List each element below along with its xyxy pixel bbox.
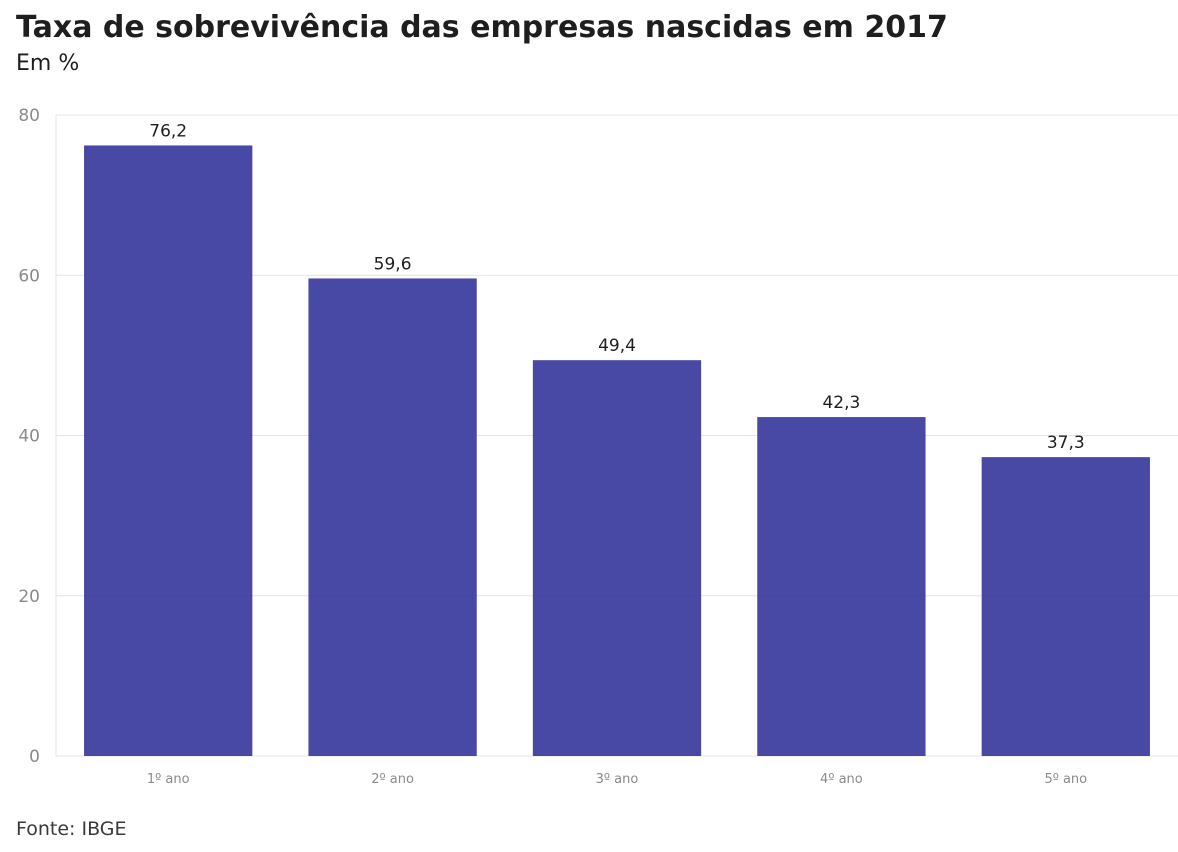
chart-title: Taxa de sobrevivência das empresas nasci… bbox=[16, 10, 948, 45]
y-tick-label: 80 bbox=[18, 106, 40, 126]
x-tick-label: 4º ano bbox=[820, 772, 863, 787]
data-label: 59,6 bbox=[374, 254, 412, 274]
y-tick-label: 60 bbox=[18, 266, 40, 286]
chart-source: Fonte: IBGE bbox=[16, 818, 127, 840]
x-axis-ticks: 1º ano 2º ano 3º ano 4º ano 5º ano bbox=[147, 772, 1087, 787]
data-label: 42,3 bbox=[822, 393, 860, 413]
bar bbox=[84, 145, 253, 756]
y-tick-label: 0 bbox=[29, 747, 40, 767]
bar bbox=[532, 360, 702, 756]
bar bbox=[308, 278, 477, 756]
y-axis-ticks: 0 20 40 60 80 bbox=[18, 106, 40, 767]
x-tick-label: 2º ano bbox=[371, 772, 414, 787]
bars bbox=[84, 145, 1150, 756]
data-label: 37,3 bbox=[1047, 433, 1085, 453]
x-tick-label: 5º ano bbox=[1044, 772, 1087, 787]
x-tick-label: 1º ano bbox=[147, 772, 190, 787]
x-tick-label: 3º ano bbox=[596, 772, 639, 787]
data-labels: 76,2 59,6 49,4 42,3 37,3 bbox=[149, 121, 1084, 453]
y-tick-label: 40 bbox=[18, 427, 40, 447]
data-label: 49,4 bbox=[598, 336, 636, 356]
bar bbox=[981, 457, 1150, 756]
bar-chart: 0 20 40 60 80 76,2 59,6 49,4 42,3 37,3 1º ano 2º … bbox=[18, 106, 1178, 787]
data-label: 76,2 bbox=[149, 121, 187, 141]
bar bbox=[757, 417, 926, 756]
y-tick-label: 20 bbox=[18, 587, 40, 607]
chart-subtitle: Em % bbox=[16, 51, 80, 76]
